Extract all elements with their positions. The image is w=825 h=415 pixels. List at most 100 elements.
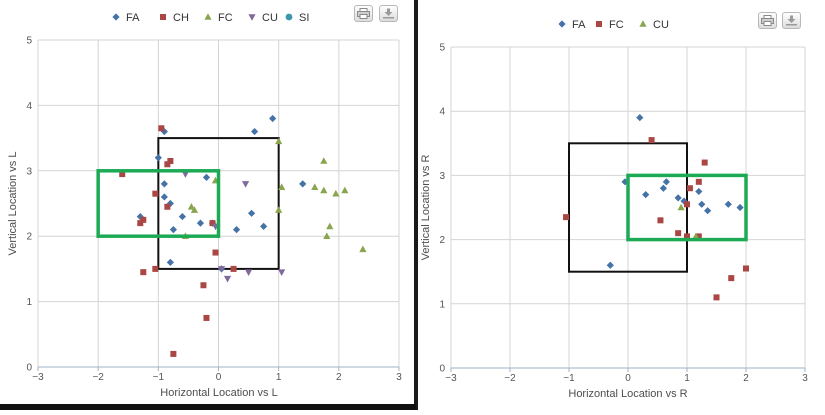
y-tick-label: 1 <box>439 299 445 310</box>
strike-zone-box <box>568 142 688 273</box>
legend-item-cu[interactable]: CU <box>248 12 278 24</box>
legend-label: FC <box>609 19 624 31</box>
chart-panel-left: −3 −2 −1 0 1 2 3 0 1 2 3 4 5 Horizontal Location vs L… <box>0 0 414 410</box>
data-point-cu <box>241 181 250 188</box>
x-tick-label: 2 <box>336 372 342 383</box>
data-point-ch <box>164 161 171 168</box>
y-axis-title: Vertical Location vs L <box>7 152 19 256</box>
data-point-fc <box>320 186 328 194</box>
export-button[interactable] <box>379 5 398 22</box>
series-cu <box>181 171 286 283</box>
legend-item-fc[interactable]: FC <box>596 19 624 31</box>
highlight-box <box>96 169 221 238</box>
series-fc <box>563 137 749 301</box>
legend-item-fa[interactable]: FA <box>112 12 140 24</box>
data-point-fc <box>275 137 283 145</box>
data-point-fa <box>621 178 629 186</box>
x-tick-label: −1 <box>563 373 575 384</box>
x-tick-label: 1 <box>276 372 282 383</box>
data-point-fc <box>341 186 349 194</box>
legend-marker-cu <box>248 14 256 21</box>
legend: FA CH FC CU SI <box>112 12 309 24</box>
x-tick-label: 1 <box>684 373 690 384</box>
legend-marker-fc <box>204 13 212 20</box>
data-point-fc <box>713 294 720 301</box>
data-point-ch <box>152 265 159 272</box>
data-point-fc <box>657 217 664 224</box>
data-point-ch <box>164 203 171 210</box>
series-fa <box>606 114 744 269</box>
x-tick-label: 3 <box>396 372 402 383</box>
data-point-fc <box>311 183 319 190</box>
legend-item-fa[interactable]: FA <box>558 19 586 31</box>
data-point-fa <box>251 127 259 136</box>
export-button[interactable] <box>782 12 801 29</box>
data-point-fa <box>642 191 650 199</box>
data-point-ch <box>230 265 237 272</box>
data-point-ch <box>119 171 126 178</box>
data-point-fc <box>332 189 340 197</box>
scatter-chart-vs-right: −3 −2 −1 0 1 2 3 0 1 2 3 4 5 Horizontal Location vs R… <box>420 19 808 400</box>
x-axis-title: Horizontal Location vs L <box>160 387 277 399</box>
data-point-fc <box>701 159 708 166</box>
data-point-fa <box>202 173 211 181</box>
data-point-fc <box>695 178 702 185</box>
legend-marker-fa <box>112 13 120 21</box>
y-tick-label: 5 <box>439 43 445 54</box>
legend-item-cu[interactable]: CU <box>639 19 669 31</box>
legend-label: SI <box>299 12 309 24</box>
data-point-ch <box>152 190 159 197</box>
print-button[interactable] <box>354 5 373 22</box>
data-point-ch <box>203 314 210 321</box>
data-point-fa <box>169 226 177 234</box>
y-tick-label: 5 <box>26 36 32 47</box>
legend-label: CU <box>653 19 669 31</box>
data-point-fa <box>260 222 268 230</box>
data-point-fa <box>659 184 667 192</box>
legend-label: FA <box>572 19 586 31</box>
series-ch <box>119 125 237 357</box>
data-point-ch <box>140 269 147 276</box>
data-point-fa <box>636 114 644 122</box>
highlight-box <box>626 173 748 242</box>
x-tick-label: 2 <box>743 373 749 384</box>
data-point-cu <box>244 269 253 276</box>
data-point-fa <box>662 178 670 186</box>
data-point-fc <box>323 232 331 239</box>
data-point-cu <box>278 269 286 276</box>
data-point-fc <box>275 206 283 213</box>
data-point-ch <box>212 249 219 256</box>
data-point-fc <box>326 222 334 230</box>
data-point-fc <box>743 265 749 272</box>
legend-marker-fc <box>596 21 602 27</box>
x-axis-title: Horizontal Location vs R <box>568 388 687 400</box>
data-point-fa <box>178 212 186 221</box>
print-button[interactable] <box>758 12 777 29</box>
y-tick-label: 3 <box>26 166 32 177</box>
legend-marker-fa <box>558 20 566 28</box>
data-point-fc <box>187 202 196 210</box>
data-point-fc <box>320 157 328 164</box>
data-point-cu <box>677 203 685 211</box>
data-point-fa <box>680 197 688 205</box>
data-point-fc <box>675 230 682 237</box>
legend-label: FA <box>126 12 140 24</box>
legend-item-ch[interactable]: CH <box>160 12 189 24</box>
data-point-fa <box>704 207 712 215</box>
data-point-ch <box>158 125 165 132</box>
legend: FA FC CU <box>558 19 669 31</box>
legend-item-si[interactable]: SI <box>285 12 310 24</box>
bottom-bar <box>0 404 416 410</box>
data-point-fa <box>196 219 205 227</box>
data-point-fc <box>684 233 690 240</box>
data-point-fa <box>736 203 744 212</box>
x-tick-label: −3 <box>32 372 44 383</box>
scatter-chart-vs-left: −3 −2 −1 0 1 2 3 0 1 2 3 4 5 Horizontal Location vs L… <box>7 12 402 399</box>
legend-item-fc[interactable]: FC <box>204 12 233 24</box>
data-point-fa <box>674 194 682 202</box>
printer-icon <box>357 8 370 19</box>
series-cu <box>677 203 700 240</box>
data-point-fc <box>684 201 690 208</box>
data-point-cu <box>181 171 190 178</box>
data-point-fc <box>686 185 693 192</box>
